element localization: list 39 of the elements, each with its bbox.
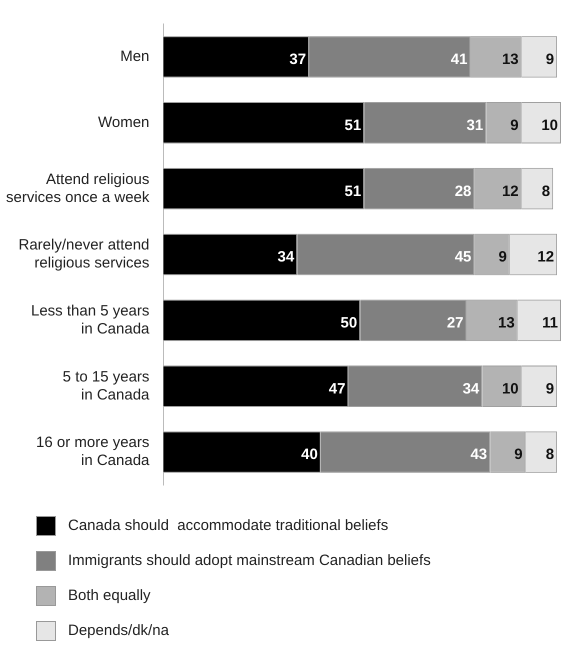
data-label: 51 [344,116,362,134]
data-label: 9 [546,51,554,68]
y-tick-label: 16 or more years in Canada [36,434,150,470]
y-tick-label: 5 to 15 years in Canada [62,368,150,404]
data-label: 47 [328,380,346,398]
legend-label: Canada should accommodate traditional beliefs [68,517,388,534]
data-label: 31 [466,116,484,134]
data-label: 13 [502,51,519,68]
data-label: 11 [542,314,558,332]
data-label: 9 [546,380,554,398]
data-label: 9 [514,446,523,464]
data-label: 34 [278,248,295,266]
y-tick-label: Men [120,48,150,66]
y-tick-label: Rarely/never attend religious services [18,236,150,272]
data-label: 12 [502,182,519,200]
y-tick-label: Women [98,114,150,131]
data-label: 51 [344,182,362,200]
data-label: 45 [454,248,472,266]
data-label: 28 [454,182,472,200]
data-label: 43 [470,446,488,464]
legend-label: Depends/dk/na [68,622,169,639]
y-tick-label: Attend religious services once a week [6,170,150,206]
data-label: 13 [498,314,515,332]
legend-label: Both equally [68,587,151,604]
data-label: 27 [446,314,464,332]
y-tick-label: Less than 5 years in Canada [30,302,150,338]
data-label: 40 [301,446,318,464]
data-label: 9 [498,248,507,266]
data-label: 9 [510,116,519,134]
data-label: 34 [462,380,480,398]
data-label: 8 [542,182,550,200]
data-label: 37 [289,51,306,68]
data-label: 41 [450,51,468,68]
data-label: 10 [502,380,519,398]
data-label: 10 [541,116,558,134]
legend-label: Immigrants should adopt mainstream Canadian beliefs [68,552,431,569]
data-label: 12 [537,248,554,266]
data-label: 8 [546,446,554,464]
data-label: 50 [340,314,358,332]
